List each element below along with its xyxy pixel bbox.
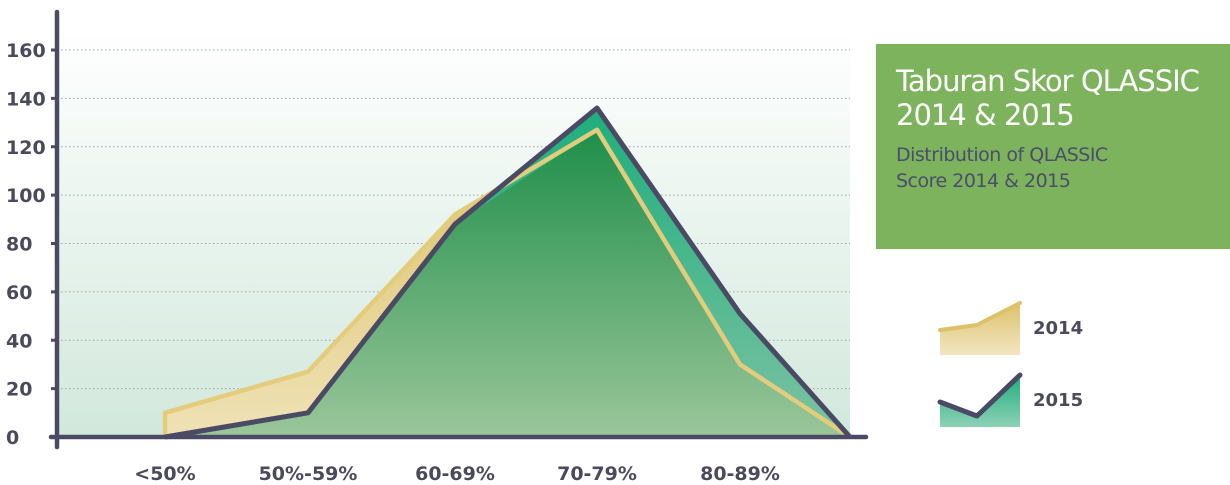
y-tick-label: 80 bbox=[6, 234, 32, 256]
y-tick-label: 160 bbox=[6, 40, 46, 62]
y-tick-label: 100 bbox=[6, 185, 46, 207]
series-areas bbox=[162, 105, 852, 440]
line-2015 bbox=[164, 105, 852, 440]
y-tick-label: 120 bbox=[6, 137, 46, 159]
x-category-label: <50% bbox=[134, 463, 195, 485]
legend-item-2014: 2014 bbox=[935, 300, 1135, 360]
area-overlap bbox=[165, 129, 850, 437]
chart-subtitle: Distribution of QLASSIC Score 2014 & 201… bbox=[896, 144, 1108, 192]
chart-title: Taburan Skor QLASSIC 2014 & 2015 bbox=[896, 64, 1200, 132]
y-tick-labels: 0 20 40 60 80 100 120 140 160 bbox=[6, 40, 46, 449]
area-2014-icon bbox=[938, 301, 1022, 355]
y-tick-label: 40 bbox=[6, 330, 32, 352]
area-chart: 0 20 40 60 80 100 120 140 160 <50% 50%-59% 60-69% 7… bbox=[6, 9, 869, 485]
y-tick-label: 20 bbox=[6, 379, 32, 401]
x-category-label: 70-79% bbox=[557, 463, 637, 485]
x-category-label: 50%-59% bbox=[259, 463, 358, 485]
x-category-label: 60-69% bbox=[415, 463, 495, 485]
x-category-labels: <50% 50%-59% 60-69% 70-79% 80-89% bbox=[134, 463, 780, 485]
legend-item-2015: 2015 bbox=[935, 372, 1135, 432]
axes bbox=[48, 9, 869, 450]
y-tick-label: 0 bbox=[6, 427, 19, 449]
legend-label-2015: 2015 bbox=[1033, 390, 1084, 411]
chart-title-box: Taburan Skor QLASSIC 2014 & 2015 Distrib… bbox=[876, 44, 1230, 249]
y-tick-label: 60 bbox=[6, 282, 32, 304]
x-category-label: 80-89% bbox=[700, 463, 780, 485]
legend-label-2014: 2014 bbox=[1033, 318, 1084, 339]
area-2015-icon bbox=[937, 372, 1023, 427]
y-tick-label: 140 bbox=[6, 88, 46, 110]
